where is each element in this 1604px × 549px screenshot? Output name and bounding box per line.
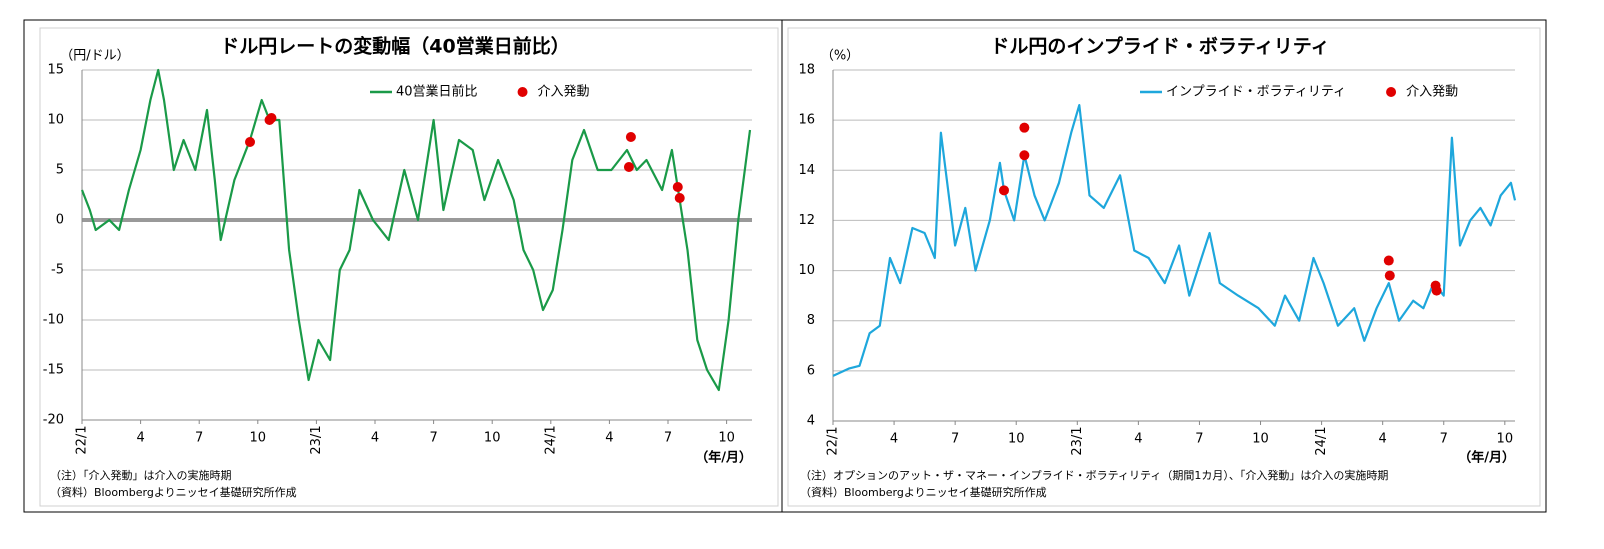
line-series — [832, 104, 1517, 377]
y-axis-label: （%） — [821, 49, 859, 64]
y-axis-label: （円/ドル） — [60, 49, 129, 64]
x-tick-label: 10 — [484, 431, 501, 446]
y-tick-label: 16 — [798, 113, 815, 128]
x-axis-label: （年/月） — [695, 450, 752, 466]
y-tick-label: 6 — [807, 363, 815, 378]
y-tick-label: 15 — [47, 63, 64, 78]
x-tick-label: 4 — [136, 431, 144, 446]
x-tick-label: 10 — [718, 431, 735, 446]
y-tick-label: 8 — [807, 313, 815, 328]
intervention-point — [623, 162, 634, 172]
y-tick-label: 4 — [807, 414, 815, 429]
legend-swatch — [517, 87, 528, 97]
y-tick-label: 5 — [56, 163, 64, 178]
x-axis-label: （年/月） — [1458, 450, 1515, 466]
x-tick-label: 10 — [1252, 432, 1269, 447]
y-tick-label: 18 — [798, 63, 815, 78]
x-tick-label: 4 — [1134, 432, 1142, 447]
outer-frame — [23, 19, 1547, 513]
legend-label: 介入発動 — [1406, 85, 1458, 100]
x-tick-label: 22/1 — [826, 426, 841, 455]
x-tick-label: 22/1 — [75, 425, 90, 454]
intervention-point — [625, 132, 636, 142]
y-tick-label: -5 — [51, 263, 64, 278]
y-tick-label: 10 — [798, 263, 815, 278]
intervention-point — [1431, 285, 1442, 296]
intervention-point — [1019, 150, 1030, 161]
x-tick-label: 23/1 — [1070, 426, 1085, 455]
legend-label: インプライド・ボラティリティ — [1166, 85, 1346, 100]
note: （注）オプションのアット・ザ・マネー・インプライド・ボラティリティ（期間1カ月）… — [800, 468, 1388, 482]
y-tick-label: -10 — [43, 313, 64, 328]
y-tick-label: 0 — [56, 213, 64, 228]
x-tick-label: 7 — [951, 432, 959, 447]
x-tick-label: 24/1 — [1314, 426, 1329, 455]
intervention-point — [1384, 270, 1395, 281]
intervention-point — [672, 182, 683, 192]
y-tick-label: 14 — [798, 163, 815, 178]
x-tick-label: 4 — [371, 431, 379, 446]
x-tick-label: 23/1 — [309, 425, 324, 454]
x-tick-label: 7 — [195, 431, 203, 446]
chart-title: ドル円のインプライド・ボラティリティ — [990, 35, 1329, 58]
legend-swatch — [1386, 87, 1397, 97]
x-tick-label: 4 — [890, 432, 898, 447]
note: （資料）Bloombergよりニッセイ基礎研究所作成 — [50, 485, 297, 499]
x-tick-label: 7 — [429, 431, 437, 446]
intervention-point — [1383, 255, 1394, 266]
chart-frame — [39, 27, 779, 507]
intervention-point — [1019, 122, 1030, 133]
intervention-point — [674, 193, 685, 203]
intervention-point — [266, 113, 277, 123]
intervention-point — [999, 185, 1010, 196]
x-tick-label: 7 — [1440, 432, 1448, 447]
y-tick-label: -20 — [43, 413, 64, 428]
x-tick-label: 7 — [664, 431, 672, 446]
x-tick-label: 4 — [1379, 432, 1387, 447]
chart-title: ドル円レートの変動幅（40営業日前比） — [220, 35, 569, 58]
legend-label: 介入発動 — [538, 85, 590, 100]
note: （注）「介入発動」は介入の実施時期 — [50, 468, 232, 482]
legend-label: 40営業日前比 — [396, 84, 478, 100]
note: （資料）Bloombergよりニッセイ基礎研究所作成 — [800, 485, 1047, 499]
x-tick-label: 7 — [1195, 432, 1203, 447]
x-tick-label: 4 — [605, 431, 613, 446]
x-tick-label: 24/1 — [543, 425, 558, 454]
x-tick-label: 10 — [1497, 432, 1514, 447]
x-tick-label: 10 — [250, 431, 267, 446]
chart-frame — [787, 27, 1541, 507]
y-tick-label: 10 — [47, 113, 64, 128]
y-tick-label: 12 — [798, 213, 815, 228]
intervention-point — [244, 137, 255, 147]
x-tick-label: 10 — [1008, 432, 1025, 447]
line-series — [80, 68, 752, 392]
y-tick-label: -15 — [43, 363, 64, 378]
